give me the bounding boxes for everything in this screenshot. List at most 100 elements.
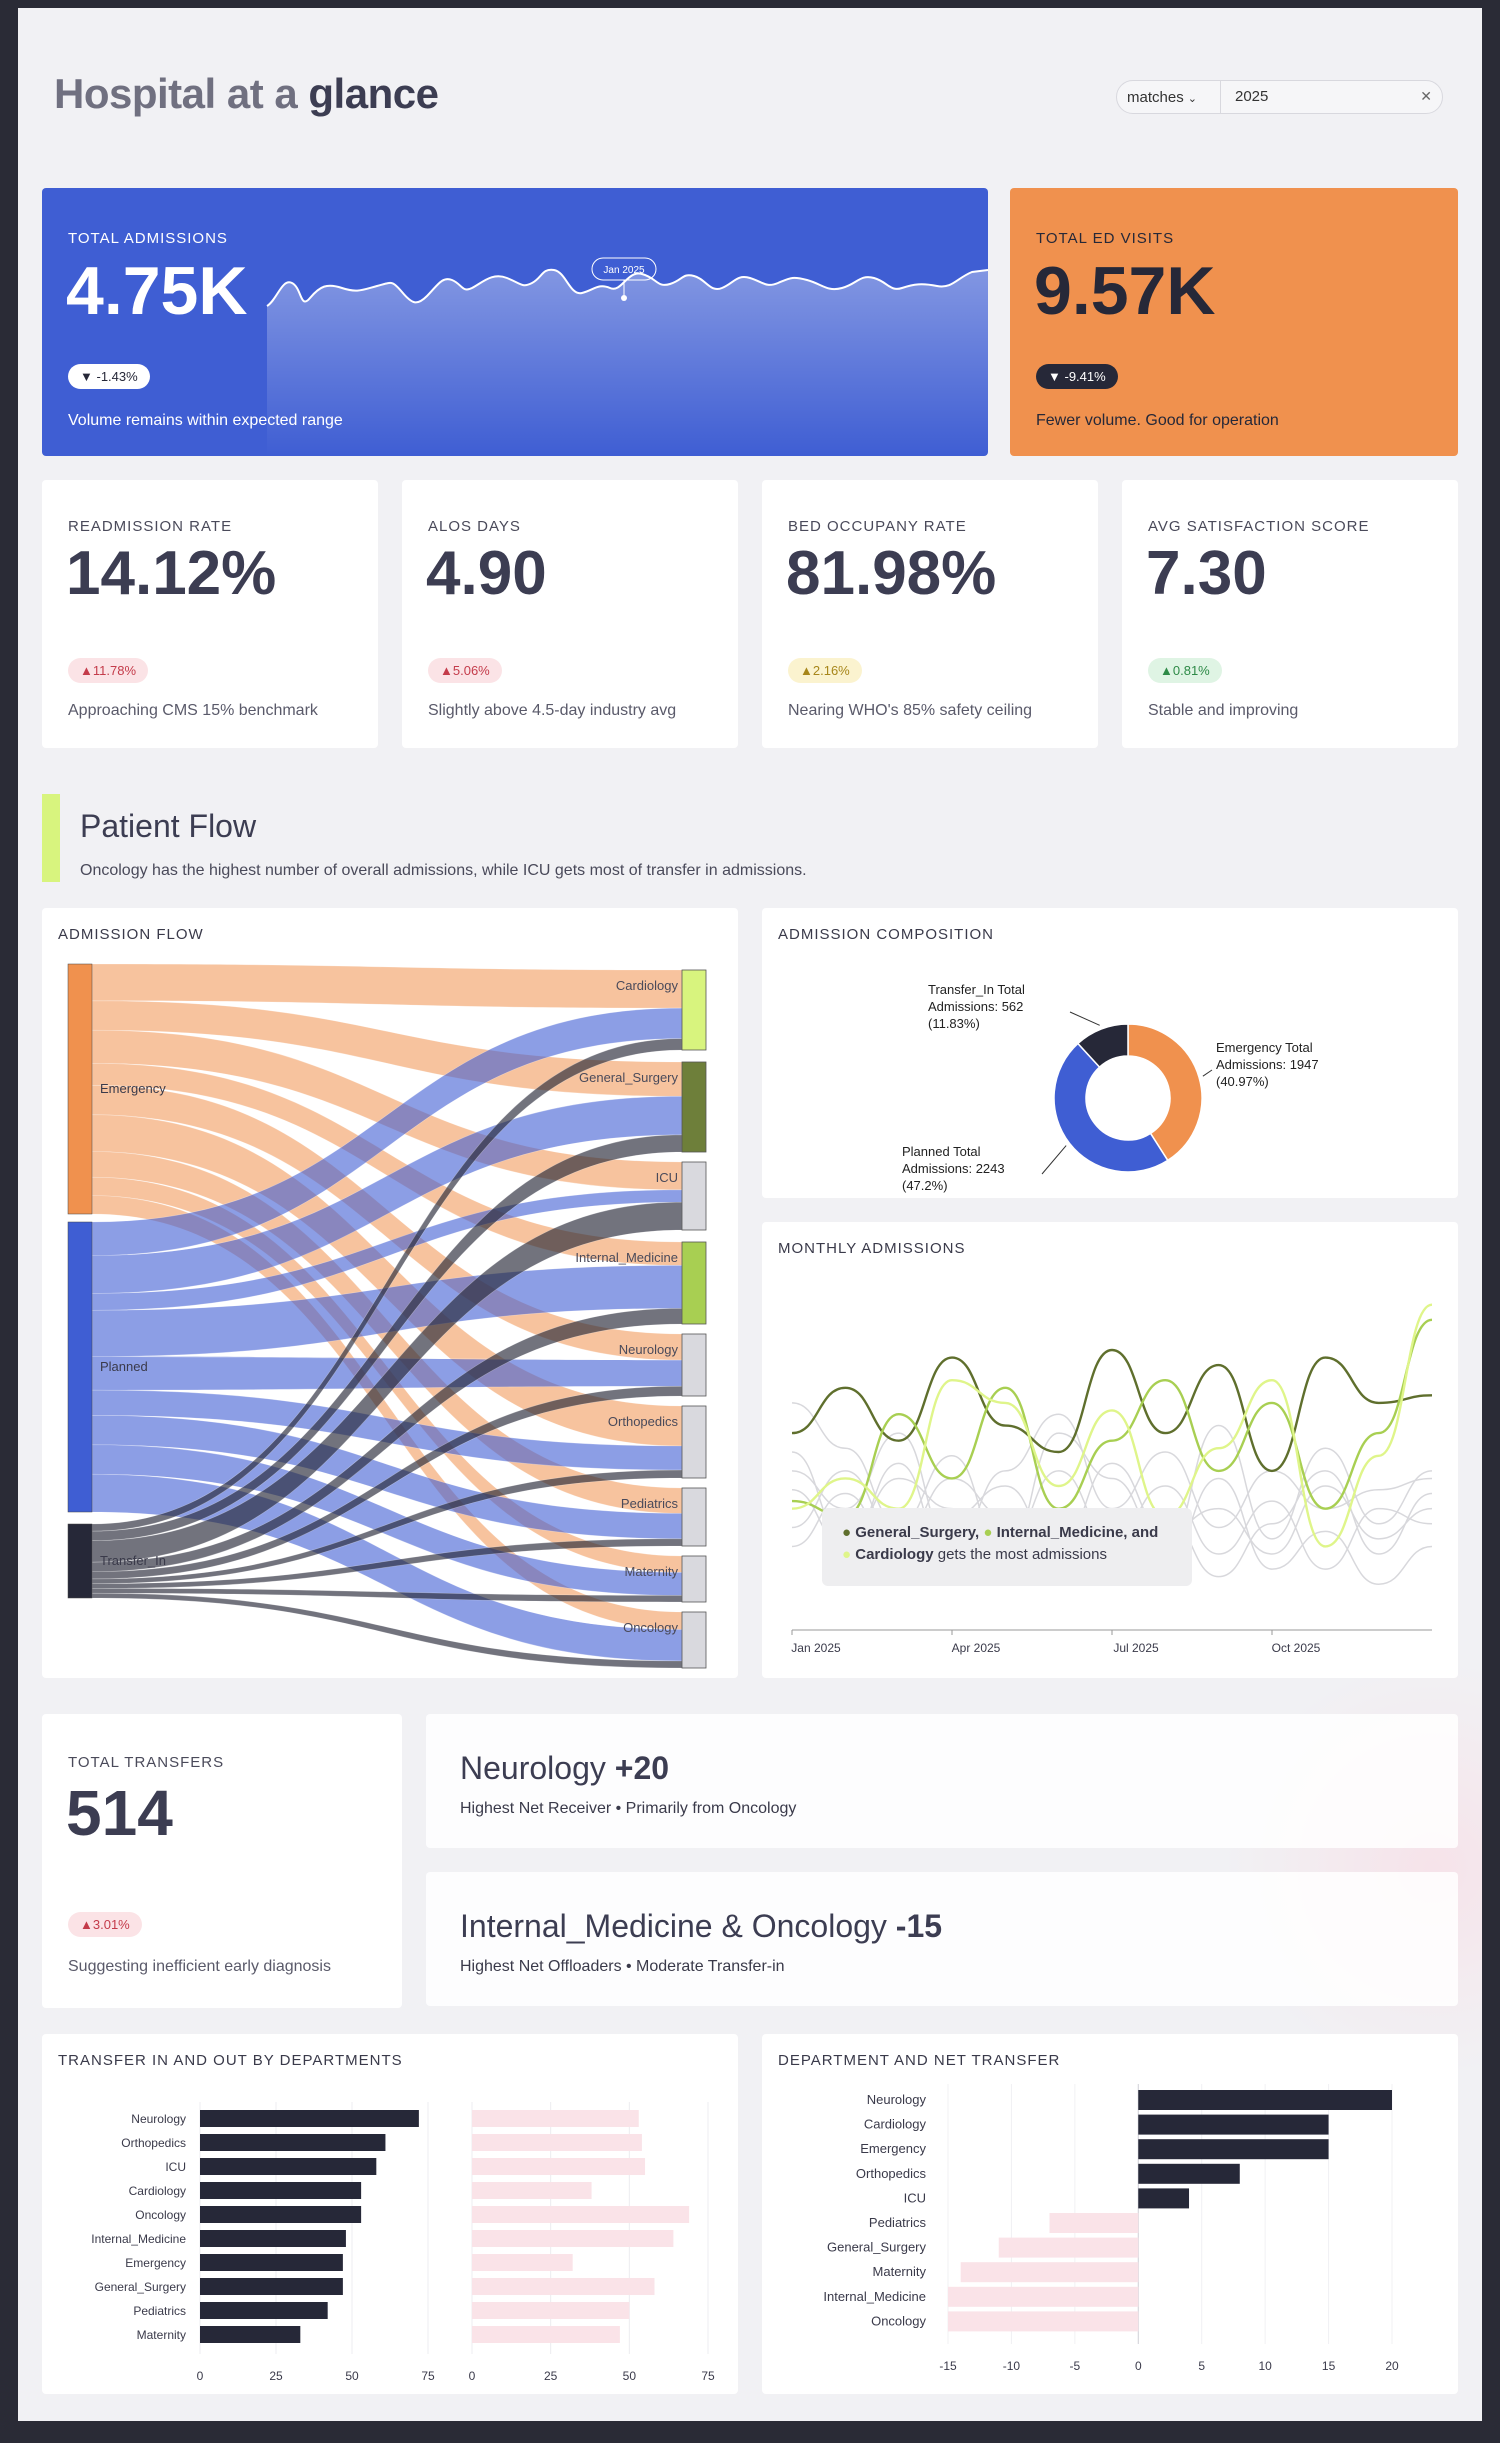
target-node-neurology: [681, 1333, 707, 1397]
transfer-in-out-card: TRANSFER IN AND OUT BY DEPARTMENTS Neuro…: [42, 2034, 738, 2394]
net-offloader-card: Internal_Medicine & Oncology -15 Highest…: [426, 1872, 1458, 2006]
kpi-note: Nearing WHO's 85% safety ceiling: [788, 702, 1033, 719]
readmission-rate-card: READMISSION RATE 14.12% ▲11.78% Approach…: [42, 480, 378, 748]
monthly-admissions-card: MONTHLY ADMISSIONS Jan 2025 Apr 2025 Jul 2…: [762, 1222, 1458, 1678]
kpi-value: 7.30: [1146, 539, 1267, 608]
net-transfer-chart: -15 -10 -5 0 5 10 15 20 Neurology Cardiology Emerg…: [823, 2084, 1399, 2373]
bar-net-pediatrics: [1049, 2213, 1139, 2233]
target-label-orthopedics: Orthopedics: [608, 1414, 679, 1429]
category-label-oncology: Oncology: [871, 2313, 926, 2328]
section-subtitle: Oncology has the highest number of overa…: [80, 862, 807, 879]
change-badge: ▲3.01%: [68, 1912, 142, 1937]
bar-in-internal-medicine: [200, 2230, 346, 2247]
category-label-general-surgery: General_Surgery: [95, 2280, 186, 2294]
donut-label-transfer-in: Admissions: 562: [928, 999, 1023, 1014]
x-tick-label: 25: [544, 2369, 558, 2383]
donut-label-emergency: Emergency Total: [1216, 1040, 1313, 1055]
target-node-oncology: [681, 1611, 707, 1669]
insight-subtitle: Highest Net Offloaders • Moderate Transf…: [460, 1958, 785, 1975]
net-receiver-card: Neurology +20 Highest Net Receiver • Pri…: [426, 1714, 1458, 1848]
target-node-internal-medicine: [681, 1241, 707, 1325]
target-node-orthopedics: [681, 1405, 707, 1479]
insight-delta: -15: [895, 1908, 943, 1944]
category-label-maternity: Maternity: [873, 2264, 927, 2279]
kpi-label: TOTAL ADMISSIONS: [68, 230, 228, 247]
bar-net-cardiology: [1138, 2114, 1329, 2135]
change-value: 11.78%: [92, 663, 137, 678]
change-value: 2.16%: [812, 663, 850, 678]
insight-department: Neurology: [460, 1750, 606, 1786]
kpi-value: 9.57K: [1034, 253, 1216, 329]
bar-in-maternity: [200, 2326, 301, 2343]
monthly-admissions-chart: Jan 2025 Apr 2025 Jul 2025 Oct 2025: [791, 1303, 1433, 1655]
donut-slice-planned: [1053, 1042, 1169, 1173]
admission-composition-card: ADMISSION COMPOSITION Emergency Total Adm…: [762, 908, 1458, 1198]
bar-net-oncology: [948, 2311, 1139, 2332]
kpi-label: TOTAL ED VISITS: [1036, 230, 1175, 247]
donut-label-planned: Planned Total: [902, 1144, 981, 1159]
target-label-cardiology: Cardiology: [616, 978, 679, 993]
year-filter[interactable]: matches ⌄ 2025 ✕: [1116, 80, 1443, 114]
category-label-icu: ICU: [165, 2160, 186, 2174]
donut-label-planned: (47.2%): [902, 1178, 948, 1193]
sparkline-line: [266, 268, 988, 307]
annotation-text: and: [1131, 1524, 1159, 1541]
target-label-icu: ICU: [656, 1170, 678, 1185]
close-icon[interactable]: ✕: [1420, 88, 1432, 104]
source-label-emergency: Emergency: [100, 1081, 166, 1096]
donut-label-emergency: (40.97%): [1216, 1074, 1269, 1089]
donut-label-transfer-in: Transfer_In Total: [928, 982, 1025, 997]
target-label-neurology: Neurology: [619, 1342, 679, 1357]
kpi-note: Approaching CMS 15% benchmark: [68, 702, 318, 719]
admission-flow-sankey: Emergency Planned Transfer_In Cardiology Gen…: [67, 963, 707, 1669]
x-tick-label: 0: [197, 2369, 204, 2383]
kpi-note: Volume remains within expected range: [68, 412, 343, 429]
category-label-oncology: Oncology: [135, 2208, 186, 2222]
change-badge: ▲11.78%: [68, 658, 149, 683]
category-label-emergency: Emergency: [860, 2141, 926, 2156]
target-node-pediatrics: [681, 1487, 707, 1547]
tooltip-label: Jan 2025: [603, 265, 645, 276]
up-triangle-icon: ▲: [440, 663, 453, 678]
category-label-icu: ICU: [904, 2190, 926, 2205]
target-node-cardiology: [681, 969, 707, 1051]
insight-department: Internal_Medicine & Oncology: [460, 1908, 887, 1944]
satisfaction-score-card: AVG SATISFACTION SCORE 7.30 ▲0.81% Stabl…: [1122, 480, 1458, 748]
sparkline-marker: [621, 295, 627, 301]
x-tick-label: 15: [1322, 2359, 1336, 2373]
donut-label-planned: Admissions: 2243: [902, 1161, 1005, 1176]
section-accent-bar: [42, 794, 60, 882]
x-tick-label: 5: [1198, 2359, 1205, 2373]
chart-title: TRANSFER IN AND OUT BY DEPARTMENTS: [58, 2052, 403, 2069]
bar-net-general-surgery: [998, 2237, 1139, 2258]
category-label-emergency: Emergency: [125, 2256, 186, 2270]
x-tick-label: 50: [623, 2369, 637, 2383]
target-label-oncology: Oncology: [623, 1620, 678, 1635]
chart-title: DEPARTMENT AND NET TRANSFER: [778, 2052, 1061, 2069]
kpi-value: 4.90: [426, 539, 547, 608]
x-tick-label: Oct 2025: [1272, 1641, 1321, 1655]
bar-in-orthopedics: [200, 2134, 386, 2151]
line-series-cardiology: [791, 1303, 1433, 1548]
filter-operator-select[interactable]: matches ⌄: [1117, 81, 1221, 113]
x-tick-label: -10: [1003, 2359, 1021, 2373]
x-tick-label: 50: [345, 2369, 359, 2383]
change-value: -1.43%: [96, 369, 138, 384]
bar-net-orthopedics: [1138, 2163, 1240, 2184]
bar-out-icu: [472, 2158, 646, 2175]
insight-heading: Neurology +20: [460, 1750, 669, 1787]
total-transfers-card: TOTAL TRANSFERS 514 ▲3.01% Suggesting in…: [42, 1714, 402, 2008]
chart-annotation: ● General_Surgery, ● Internal_Medicine, …: [822, 1508, 1192, 1586]
filter-value-input[interactable]: 2025: [1235, 88, 1269, 105]
bar-out-oncology: [472, 2206, 690, 2223]
admission-flow-card: ADMISSION FLOW Emergency Planned Transfer_…: [42, 908, 738, 1678]
bar-out-emergency: [472, 2254, 573, 2271]
category-label-orthopedics: Orthopedics: [856, 2166, 927, 2181]
x-tick-label: Apr 2025: [952, 1641, 1001, 1655]
legend-dot-icon: ●: [842, 1524, 852, 1541]
up-triangle-icon: ▲: [80, 1917, 93, 1932]
donut-slice-transfer-in: [1076, 1023, 1129, 1069]
kpi-label: BED OCCUPANY RATE: [788, 518, 967, 535]
source-label-transfer-in: Transfer_In: [100, 1553, 166, 1568]
x-tick-label: -15: [939, 2359, 957, 2373]
